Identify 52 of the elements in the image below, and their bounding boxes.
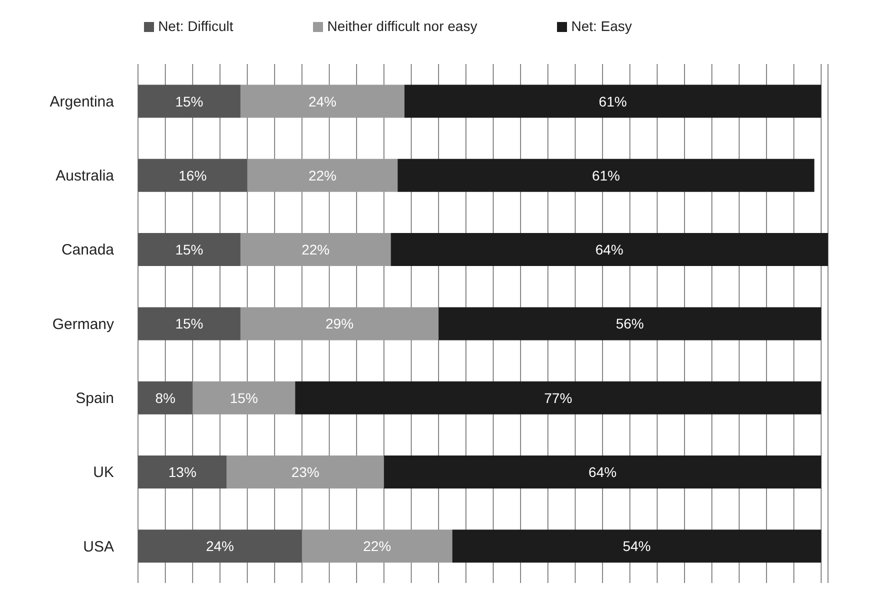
legend-label: Net: Difficult: [158, 18, 234, 34]
bar: [226, 455, 384, 488]
data-label: 61%: [598, 93, 627, 110]
bar: [398, 158, 814, 192]
y-tick-label: Argentina: [50, 93, 115, 110]
y-tick-label: Germany: [52, 316, 114, 333]
bar: [438, 307, 822, 340]
y-tick-label: USA: [83, 538, 114, 556]
data-label: 15%: [175, 93, 204, 110]
data-label: 15%: [175, 316, 204, 332]
data-label: 8%: [155, 390, 176, 406]
bar: [247, 158, 398, 192]
bar: [240, 307, 439, 340]
data-label: 23%: [291, 464, 320, 480]
bar: [390, 233, 828, 266]
data-label: 15%: [175, 242, 204, 258]
y-tick-label: Canada: [61, 242, 115, 259]
legend-label: Neither difficult nor easy: [327, 18, 478, 34]
data-label: 54%: [622, 538, 651, 554]
data-label: 16%: [178, 167, 207, 184]
bar: [302, 530, 452, 563]
y-tick-label: Spain: [76, 390, 114, 407]
y-tick-label: Australia: [56, 168, 115, 185]
data-label: 64%: [588, 464, 617, 480]
bar: [192, 381, 296, 414]
legend-label: Net: Easy: [571, 18, 632, 34]
bar: [452, 530, 822, 563]
bar: [240, 84, 404, 118]
data-label: 22%: [308, 167, 336, 184]
data-label: 22%: [363, 538, 392, 554]
data-label: 64%: [595, 242, 624, 258]
bar: [138, 455, 227, 488]
data-label: 29%: [326, 316, 354, 332]
bar: [138, 307, 240, 340]
bar: [138, 84, 240, 118]
bar: [404, 84, 822, 118]
data-label: 13%: [168, 464, 196, 480]
bar: [138, 381, 193, 414]
bar: [138, 233, 240, 266]
bar: [240, 233, 391, 266]
data-label: 24%: [308, 93, 336, 110]
y-tick-label: UK: [93, 464, 114, 482]
bar: [295, 381, 822, 414]
data-label: 15%: [230, 390, 258, 406]
data-label: 24%: [206, 538, 234, 554]
data-label: 77%: [544, 390, 572, 406]
bar: [138, 530, 302, 563]
data-label: 56%: [616, 316, 644, 332]
data-label: 61%: [592, 167, 620, 184]
bar: [384, 455, 822, 488]
data-label: 22%: [302, 242, 330, 258]
bar: [138, 158, 248, 192]
